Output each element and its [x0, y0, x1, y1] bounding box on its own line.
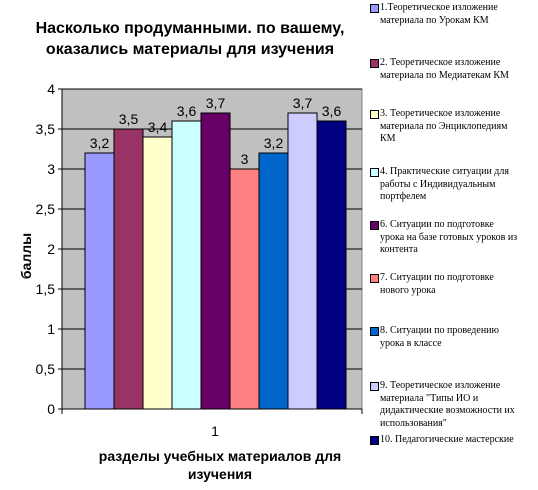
legend-label-line: 9. Теоретическое изложение — [380, 380, 501, 391]
x-axis-label-line-2: изучения — [187, 466, 253, 482]
legend-swatch — [370, 436, 379, 445]
data-label: 3,7 — [293, 95, 313, 111]
legend-label: 1.Теоретическое изложение материала по Ур… — [380, 2, 538, 27]
legend-label-line: 8. Ситуации по проведению — [380, 325, 499, 336]
bar-series-4 — [171, 120, 202, 410]
y-axis-label: баллы — [18, 232, 34, 280]
legend-label-line: урока в классе — [380, 337, 442, 349]
legend-label-line: 10. Педагогические мастерские — [380, 434, 514, 445]
legend-swatch — [370, 110, 379, 119]
legend-label-line: дидактические возможности их — [380, 405, 515, 416]
legend-label: 2. Теоретическое изложение материала по М… — [380, 57, 538, 82]
legend-swatch — [370, 274, 379, 283]
legend-label-line: материала по Урокам КМ — [380, 14, 489, 26]
legend-label-line: КМ — [380, 133, 396, 144]
bar-series-9 — [316, 120, 347, 410]
y-tick-label: 1 — [47, 321, 55, 337]
legend-label-line: работы с Индивидуальным — [380, 178, 496, 190]
data-label: 3,7 — [206, 95, 226, 111]
legend-label: 4. Практические ситуации для работы с Инд… — [380, 166, 538, 204]
data-label: 3,2 — [264, 135, 284, 151]
y-tick-label: 0 — [47, 401, 55, 417]
legend-label-line: 7. Ситуации по подготовке — [380, 272, 494, 283]
y-tick-label: 2,5 — [36, 201, 56, 217]
legend-label-line: портфелем — [380, 191, 427, 202]
legend-swatch — [370, 59, 379, 68]
legend-label: 10. Педагогические мастерские — [380, 434, 538, 447]
bar-series-2 — [113, 128, 144, 410]
data-label: 3,6 — [322, 103, 342, 119]
bar-series-1 — [84, 152, 115, 410]
legend-label-line: 6. Ситуации по подготовке — [380, 219, 494, 230]
legend-swatch — [370, 4, 379, 13]
legend-label: 8. Ситуации по проведению урока в классе — [380, 325, 538, 350]
legend-label-line: нового урока — [380, 284, 436, 296]
legend-label-line: материала "Типы ИО и — [380, 392, 479, 404]
legend-label: 9. Теоретическое изложение материала "Тип… — [380, 380, 538, 430]
legend-label: 7. Ситуации по подготовке нового урока — [380, 272, 538, 297]
legend-label-line: 3. Теоретическое изложение — [380, 108, 501, 119]
legend-label-line: 1.Теоретическое изложение — [380, 2, 498, 13]
legend-label-line: 2. Теоретическое изложение — [380, 57, 501, 68]
data-label: 3 — [241, 151, 249, 167]
legend-swatch — [370, 382, 379, 391]
bar-series-6 — [229, 168, 260, 410]
legend-swatch — [370, 221, 379, 230]
bar-series-5 — [200, 112, 231, 410]
legend-label: 3. Теоретическое изложение материала по Э… — [380, 108, 538, 146]
legend-label-line: контента — [380, 244, 418, 255]
y-tick-label: 3 — [47, 161, 55, 177]
legend-label-line: 4. Практические ситуации для — [380, 166, 509, 177]
y-tick-label: 3,5 — [36, 121, 56, 137]
y-tick-label: 2 — [47, 241, 55, 257]
legend-label-line: использования" — [380, 417, 447, 429]
y-tick-label: 0,5 — [36, 361, 56, 377]
bar-series-8 — [287, 112, 318, 410]
chart-title-line-2: оказались материалы для изучения — [45, 41, 335, 58]
data-label: 3,5 — [119, 111, 139, 127]
bar-series-7 — [258, 152, 289, 410]
legend-swatch — [370, 168, 379, 177]
legend-label-line: урока на базе готовых уроков из — [380, 231, 518, 243]
x-axis-label: разделы учебных материалов для изучения — [70, 447, 370, 483]
legend-swatch — [370, 327, 379, 336]
data-label: 3,2 — [90, 135, 110, 151]
data-label: 3,4 — [148, 119, 168, 135]
chart-title-line-1: Насколько продуманными. по вашему, — [35, 20, 345, 37]
bar-series-3 — [142, 136, 173, 410]
x-tick-label: 1 — [211, 423, 219, 439]
legend-label-line: материала по Медиатекам КМ — [380, 69, 509, 81]
legend-label: 6. Ситуации по подготовке урока на базе г… — [380, 219, 538, 257]
legend-label-line: материала по Энциклопедиям — [380, 120, 508, 132]
y-tick-label: 4 — [47, 81, 55, 97]
y-tick-label: 1,5 — [36, 281, 56, 297]
x-axis-label-line-1: разделы учебных материалов для — [98, 448, 342, 464]
chart-title: Насколько продуманными. по вашему, оказа… — [20, 18, 360, 60]
data-label: 3,6 — [177, 103, 197, 119]
